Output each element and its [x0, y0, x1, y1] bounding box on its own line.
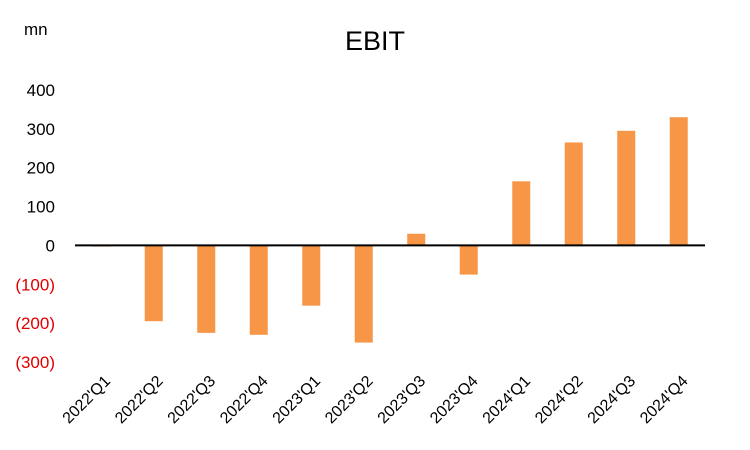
chart-title: EBIT — [344, 26, 405, 56]
x-tick-label: 2022'Q4 — [217, 373, 272, 428]
bar — [512, 181, 531, 246]
x-tick-label: 2024'Q3 — [585, 373, 640, 428]
y-tick-label: 200 — [27, 159, 55, 178]
bar — [144, 245, 163, 322]
bar — [407, 233, 426, 246]
bar — [354, 245, 373, 343]
x-tick-label: 2022'Q1 — [60, 373, 115, 428]
bar — [669, 117, 688, 246]
x-tick-label: 2023'Q1 — [270, 373, 325, 428]
bar — [617, 130, 636, 246]
bar — [249, 245, 268, 335]
y-tick-label: 100 — [27, 198, 55, 217]
x-tick-label: 2024'Q2 — [532, 373, 587, 428]
bar — [302, 245, 321, 306]
x-tick-label: 2024'Q1 — [480, 373, 535, 428]
y-tick-label: 0 — [46, 236, 55, 255]
x-tick-label: 2022'Q3 — [165, 373, 220, 428]
y-tick-label: 400 — [27, 81, 55, 100]
x-tick-label: 2023'Q4 — [427, 373, 482, 428]
y-tick-label: (100) — [15, 275, 55, 294]
bar — [459, 245, 478, 275]
unit-label: mn — [24, 20, 48, 39]
x-tick-label: 2023'Q3 — [375, 373, 430, 428]
x-tick-label: 2022'Q2 — [112, 373, 167, 428]
x-tick-label: 2024'Q4 — [637, 373, 692, 428]
y-tick-label: (200) — [15, 314, 55, 333]
y-tick-label: (300) — [15, 353, 55, 372]
x-tick-label: 2023'Q2 — [322, 373, 377, 428]
bar — [197, 245, 216, 333]
bar — [564, 142, 583, 246]
y-tick-label: 300 — [27, 120, 55, 139]
